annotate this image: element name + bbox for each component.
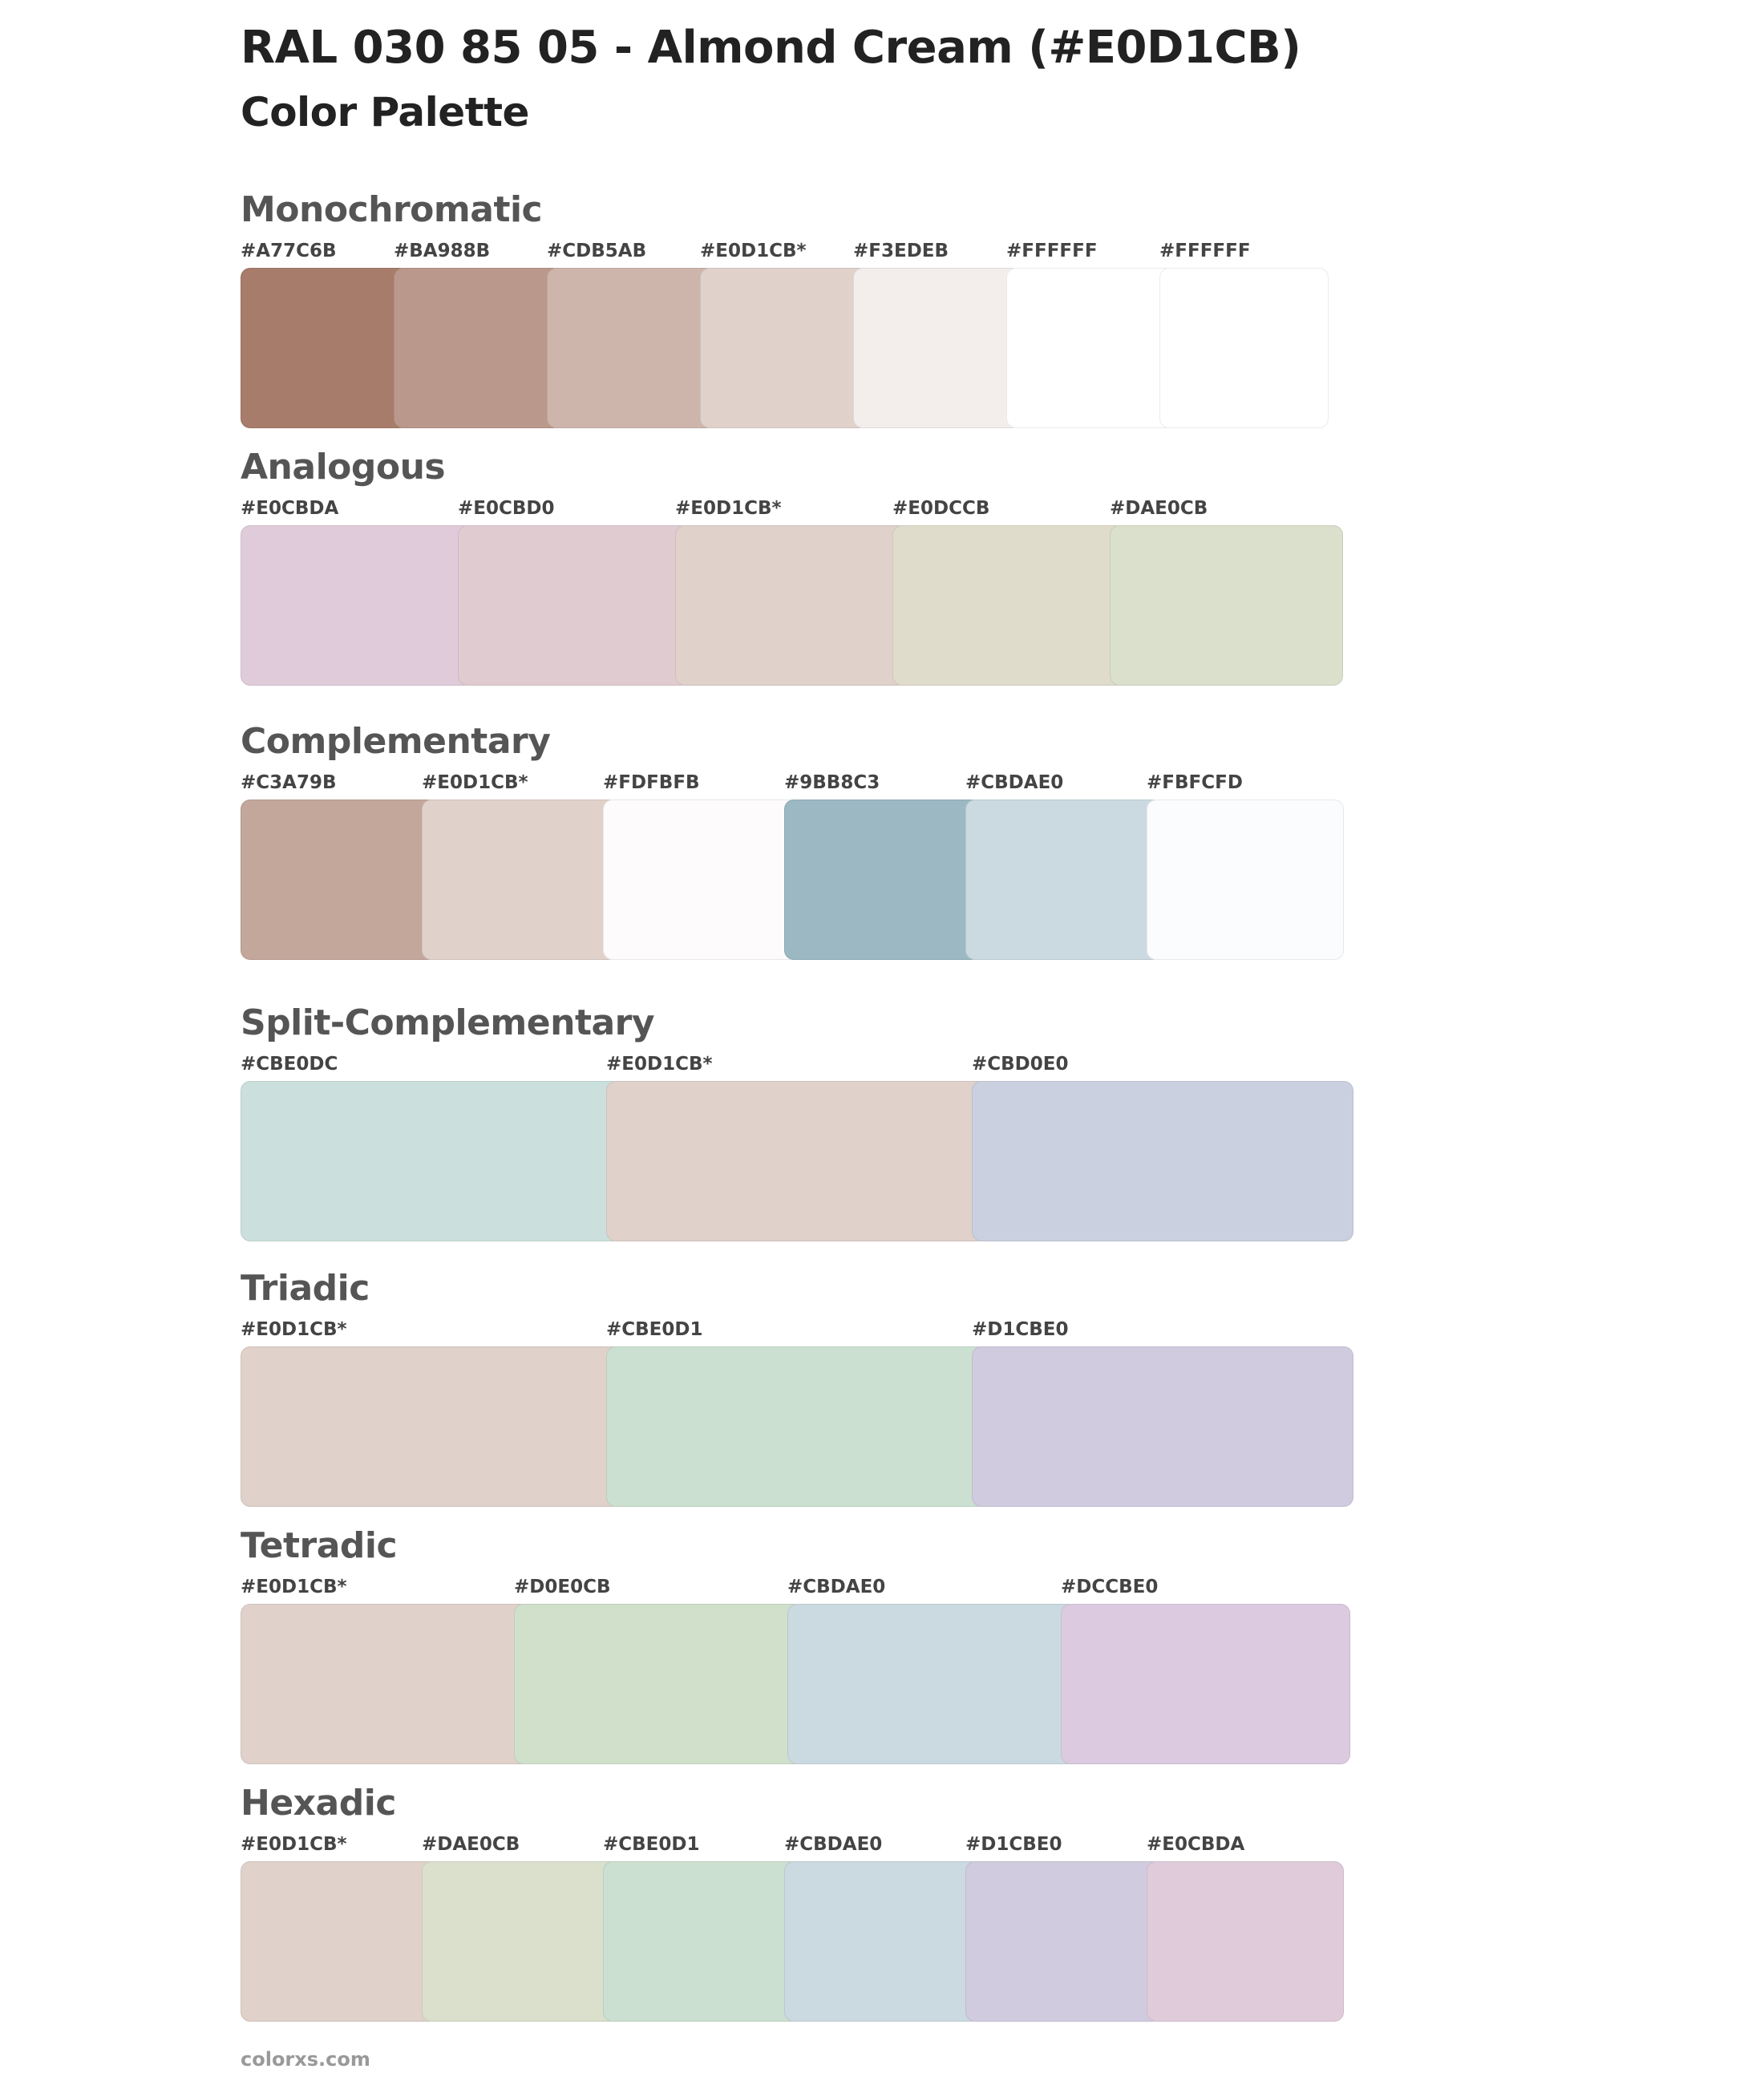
swatch-hex-label: #E0CBDA (1147, 1834, 1245, 1855)
section-title: Tetradic (241, 1525, 398, 1566)
swatch-hex-label: #DAE0CB (422, 1834, 520, 1855)
swatch-color-box[interactable] (514, 1604, 803, 1764)
swatch-hex-label: #CBD0E0 (972, 1054, 1069, 1075)
swatch-color-box[interactable] (606, 1346, 988, 1507)
swatch-hex-label: #FBFCFD (1147, 772, 1243, 793)
section-title: Analogous (241, 447, 446, 488)
swatch-hex-label: #E0D1CB* (241, 1834, 347, 1855)
swatch-color-box[interactable] (1061, 1604, 1350, 1764)
footer-site-link[interactable]: colorxs.com (241, 2048, 370, 2071)
swatch-color-box[interactable] (853, 268, 1022, 428)
section-title: Monochromatic (241, 189, 543, 230)
swatch-color-box[interactable] (394, 268, 563, 428)
swatch-hex-label: #CBDAE0 (784, 1834, 883, 1855)
swatch-color-box[interactable] (241, 1604, 530, 1764)
swatch-color-box[interactable] (965, 800, 1163, 960)
swatch-color-box[interactable] (1159, 268, 1329, 428)
swatch-hex-label: #E0D1CB* (422, 772, 528, 793)
swatch-hex-label: #E0DCCB (892, 498, 990, 519)
swatch-color-box[interactable] (241, 1861, 438, 2022)
section-title: Split-Complementary (241, 1002, 655, 1043)
swatch-color-box[interactable] (784, 800, 981, 960)
swatch-hex-label: #F3EDEB (853, 241, 949, 261)
page-subtitle: Color Palette (241, 89, 529, 136)
swatch-hex-label: #C3A79B (241, 772, 337, 793)
swatch-hex-label: #E0D1CB* (241, 1319, 347, 1340)
swatch-color-box[interactable] (700, 268, 869, 428)
swatch-color-box[interactable] (422, 1861, 619, 2022)
swatch-color-box[interactable] (787, 1604, 1077, 1764)
swatch-color-box[interactable] (241, 1346, 622, 1507)
page-title: RAL 030 85 05 - Almond Cream (#E0D1CB) (241, 22, 1301, 74)
swatch-hex-label: #CDB5AB (547, 241, 647, 261)
swatch-color-box[interactable] (972, 1346, 1353, 1507)
swatch-color-box[interactable] (965, 1861, 1163, 2022)
swatch-color-box[interactable] (422, 800, 619, 960)
swatch-color-box[interactable] (241, 1081, 622, 1241)
swatch-hex-label: #E0D1CB* (675, 498, 782, 519)
swatch-hex-label: #FFFFFF (1159, 241, 1251, 261)
section-title: Triadic (241, 1268, 370, 1309)
swatch-hex-label: #E0D1CB* (700, 241, 807, 261)
swatch-color-box[interactable] (1110, 525, 1343, 686)
swatch-hex-label: #E0CBDA (241, 498, 339, 519)
swatch-hex-label: #CBE0D1 (606, 1319, 703, 1340)
swatch-color-box[interactable] (892, 525, 1126, 686)
swatch-color-box[interactable] (972, 1081, 1353, 1241)
swatch-color-box[interactable] (606, 1081, 988, 1241)
swatch-hex-label: #9BB8C3 (784, 772, 880, 793)
swatch-hex-label: #DAE0CB (1110, 498, 1208, 519)
swatch-hex-label: #D1CBE0 (972, 1319, 1069, 1340)
swatch-hex-label: #CBDAE0 (965, 772, 1064, 793)
swatch-hex-label: #E0D1CB* (241, 1577, 347, 1597)
swatch-hex-label: #D0E0CB (514, 1577, 611, 1597)
swatch-hex-label: #BA988B (394, 241, 491, 261)
swatch-color-box[interactable] (1147, 800, 1344, 960)
swatch-color-box[interactable] (603, 800, 800, 960)
swatch-color-box[interactable] (784, 1861, 981, 2022)
swatch-hex-label: #FDFBFB (603, 772, 700, 793)
swatch-color-box[interactable] (675, 525, 908, 686)
swatch-hex-label: #CBE0D1 (603, 1834, 700, 1855)
section-title: Complementary (241, 721, 551, 762)
swatch-hex-label: #E0D1CB* (606, 1054, 713, 1075)
swatch-hex-label: #E0CBD0 (458, 498, 555, 519)
swatch-color-box[interactable] (1006, 268, 1175, 428)
swatch-color-box[interactable] (241, 800, 438, 960)
swatch-color-box[interactable] (241, 268, 410, 428)
swatch-hex-label: #A77C6B (241, 241, 337, 261)
swatch-color-box[interactable] (1147, 1861, 1344, 2022)
swatch-hex-label: #CBDAE0 (787, 1577, 886, 1597)
swatch-hex-label: #DCCBE0 (1061, 1577, 1159, 1597)
swatch-hex-label: #D1CBE0 (965, 1834, 1062, 1855)
swatch-hex-label: #CBE0DC (241, 1054, 338, 1075)
swatch-hex-label: #FFFFFF (1006, 241, 1098, 261)
swatch-color-box[interactable] (458, 525, 691, 686)
section-title: Hexadic (241, 1783, 396, 1824)
swatch-color-box[interactable] (603, 1861, 800, 2022)
swatch-color-box[interactable] (241, 525, 474, 686)
swatch-color-box[interactable] (547, 268, 716, 428)
